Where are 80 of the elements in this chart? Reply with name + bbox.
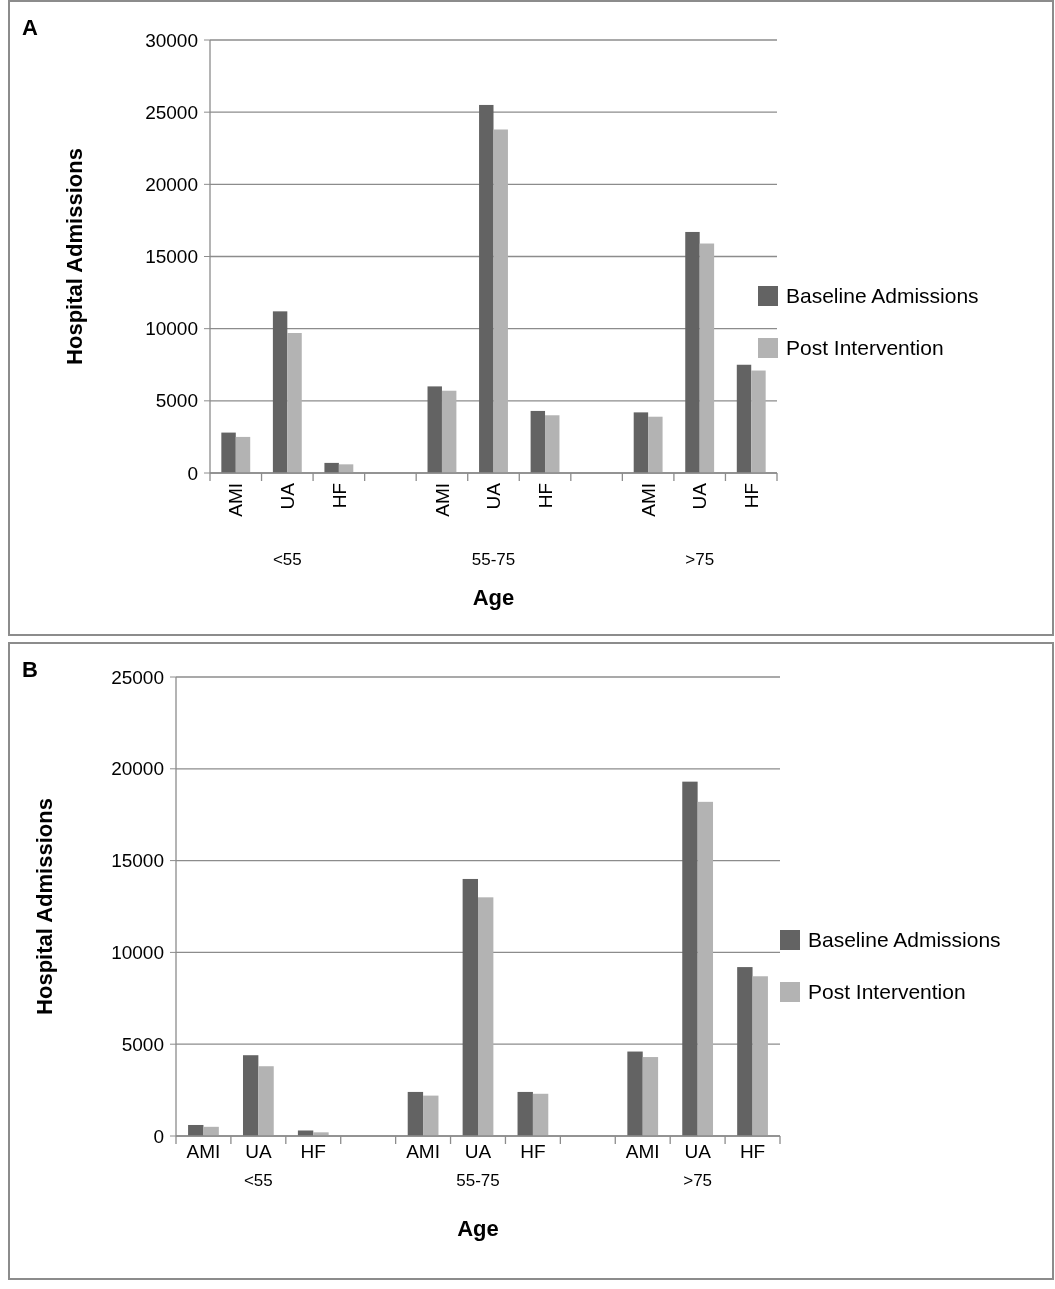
y-axis-title: Hospital Admissions (32, 798, 57, 1015)
text: 55-75 (471, 550, 516, 569)
legend-label: Post Intervention (808, 980, 966, 1004)
bar (235, 436, 251, 473)
bar (530, 410, 546, 473)
bar (642, 1057, 659, 1136)
bar (427, 386, 442, 473)
x-tick-label: HF (300, 1141, 326, 1162)
y-tick-label: 10000 (111, 942, 164, 964)
bar (203, 1126, 219, 1136)
bar (242, 1055, 259, 1136)
text: 55-75 (456, 1171, 500, 1190)
y-tick-label: 15000 (111, 850, 164, 872)
x-tick-label: HF (520, 1141, 546, 1162)
x-tick-label: HF (534, 483, 556, 509)
bar (441, 390, 457, 473)
bar (685, 231, 700, 473)
x-tick-label: AMI (625, 1141, 660, 1162)
bar (407, 1091, 424, 1136)
bar (493, 129, 508, 473)
text: <55 (243, 1171, 273, 1190)
text: >75 (683, 1171, 713, 1190)
x-tick-label: UA (684, 1141, 712, 1162)
y-tick-label: 25000 (145, 101, 198, 123)
bar (751, 370, 766, 473)
x-tick-label: AMI (431, 483, 453, 517)
bar (221, 432, 236, 473)
bar (258, 1066, 274, 1136)
bar (736, 364, 752, 473)
bar (697, 801, 714, 1136)
x-tick-label: AMI (225, 483, 247, 517)
legend-label: Baseline Admissions (808, 928, 1001, 952)
y-axis-title: Hospital Admissions (62, 148, 87, 365)
y-tick-label: 20000 (111, 758, 164, 780)
y-tick-label: 30000 (145, 29, 198, 51)
bar (517, 1091, 533, 1136)
x-tick-label: HF (328, 483, 350, 509)
bar (737, 967, 753, 1136)
legend-label: Post Intervention (786, 336, 944, 360)
x-tick-label: UA (245, 1141, 272, 1162)
bar (633, 412, 649, 473)
x-tick-label: AMI (186, 1141, 221, 1162)
y-tick-label: 15000 (145, 246, 198, 268)
y-tick-label: 25000 (111, 666, 164, 688)
bar (627, 1051, 643, 1136)
x-tick-label: AMI (637, 483, 659, 517)
x-tick-label: UA (689, 482, 711, 510)
bar (752, 976, 768, 1136)
chart-title: B (22, 657, 38, 682)
bar (287, 333, 302, 473)
bar (699, 243, 715, 473)
bar (423, 1095, 439, 1136)
legend-label: Baseline Admissions (786, 284, 979, 308)
x-tick-label: HF (740, 483, 762, 509)
bar (324, 462, 339, 473)
x-tick-label: UA (464, 1141, 492, 1162)
x-axis-title: Age (472, 585, 515, 610)
bar (545, 415, 560, 473)
bar (479, 104, 494, 473)
bar (532, 1093, 549, 1136)
y-tick-label: 0 (187, 462, 198, 484)
x-tick-label: AMI (406, 1141, 440, 1162)
bar (478, 897, 494, 1136)
y-tick-label: 5000 (155, 390, 198, 412)
y-tick-label: 20000 (145, 173, 198, 195)
y-tick-label: 10000 (145, 318, 198, 340)
bar (682, 781, 698, 1136)
bar (648, 416, 663, 473)
y-tick-label: 0 (153, 1125, 164, 1147)
text: >75 (685, 550, 715, 569)
x-tick-label: UA (483, 482, 505, 510)
x-axis-title: Age (457, 1216, 499, 1241)
x-tick-label: HF (739, 1141, 766, 1162)
bar (462, 878, 478, 1136)
text: <55 (272, 550, 302, 569)
x-tick-label: UA (276, 482, 298, 510)
y-tick-label: 5000 (121, 1033, 164, 1055)
bar (338, 464, 354, 473)
text: A (22, 15, 38, 40)
bar (272, 311, 288, 473)
